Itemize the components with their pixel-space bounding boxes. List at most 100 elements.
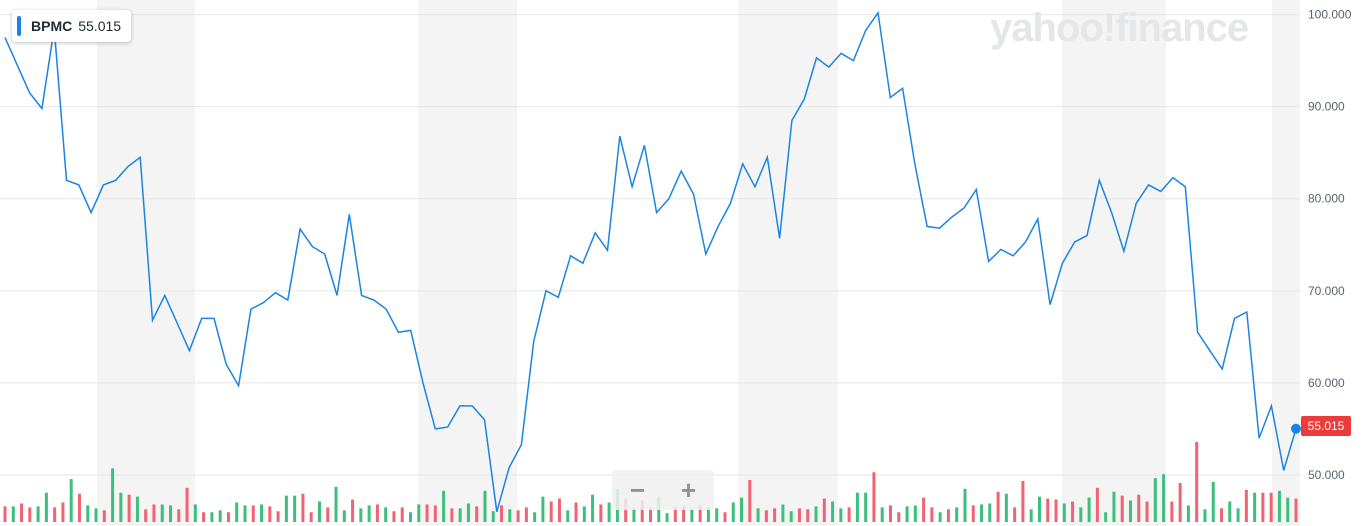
time-band-4	[1272, 0, 1300, 526]
volume-bar	[1228, 501, 1232, 522]
volume-bar	[831, 501, 835, 522]
volume-bar	[69, 479, 73, 522]
time-band-2	[738, 0, 838, 526]
volume-bar	[500, 505, 504, 522]
volume-bar	[1120, 495, 1124, 522]
volume-bar	[1145, 501, 1149, 522]
volume-bar	[599, 504, 603, 522]
volume-bar	[839, 508, 843, 522]
last-price-tag: 55.015	[1301, 416, 1351, 436]
volume-bar	[177, 509, 181, 522]
volume-bar	[334, 486, 338, 522]
volume-bar	[905, 506, 909, 522]
volume-bar	[260, 504, 264, 522]
volume-bar	[1071, 501, 1075, 522]
ticker-value: 55.015	[78, 18, 122, 34]
volume-bar	[938, 512, 942, 522]
y-tick-label: 100.000	[1308, 8, 1352, 22]
volume-bar	[649, 507, 652, 522]
volume-bar	[1170, 501, 1174, 522]
volume-bar	[1269, 492, 1273, 522]
last-price-dot	[1291, 423, 1301, 434]
volume-bar	[1153, 478, 1157, 522]
volume-bar	[301, 493, 305, 522]
volume-bar	[61, 502, 65, 522]
volume-bar	[243, 505, 247, 522]
volume-bar	[806, 509, 810, 522]
volume-bar	[111, 468, 115, 522]
volume-bar	[963, 488, 967, 522]
volume-bar	[425, 504, 429, 522]
volume-bar	[483, 490, 487, 522]
y-tick-label: 80.000	[1308, 192, 1345, 206]
volume-bar	[458, 508, 462, 522]
volume-bar	[913, 505, 917, 522]
volume-bar	[814, 506, 818, 522]
volume-bar	[1037, 496, 1041, 522]
volume-bar	[77, 493, 81, 522]
volume-bar	[847, 507, 851, 522]
zoom-out-button[interactable]: −	[629, 474, 646, 505]
volume-bar	[218, 510, 222, 522]
zoom-in-button[interactable]: +	[680, 474, 697, 505]
volume-bar	[160, 504, 164, 522]
volume-bar	[127, 494, 131, 522]
volume-bar	[309, 512, 313, 522]
volume-bar	[1046, 498, 1050, 522]
volume-bar	[1294, 498, 1298, 522]
y-tick-label: 60.000	[1308, 376, 1345, 390]
volume-bar	[1220, 508, 1224, 522]
volume-bar	[11, 506, 15, 522]
volume-bar	[1013, 507, 1017, 522]
volume-bar	[706, 507, 710, 522]
volume-bar	[632, 508, 636, 522]
volume-bar	[1095, 487, 1099, 522]
volume-bar	[1128, 500, 1132, 522]
volume-bar	[375, 504, 379, 522]
volume-bar	[1162, 474, 1166, 522]
volume-bar	[1079, 507, 1083, 522]
volume-bar	[94, 508, 98, 522]
volume-bar	[144, 509, 148, 522]
time-band-3	[1062, 0, 1166, 526]
volume-bar	[53, 507, 57, 522]
volume-bar	[20, 503, 24, 522]
volume-bar	[1203, 509, 1207, 522]
volume-bar	[607, 502, 611, 522]
time-bands	[97, 0, 1300, 526]
volume-bar	[698, 505, 702, 522]
volume-bar	[1112, 491, 1116, 522]
y-tick-label: 50.000	[1308, 468, 1345, 482]
volume-bar	[955, 507, 959, 522]
volume-bar	[756, 508, 760, 522]
volume-bar	[566, 510, 570, 522]
volume-bar	[169, 505, 173, 522]
time-band-1	[418, 0, 517, 526]
volume-bar	[516, 510, 520, 522]
volume-bar	[367, 505, 371, 522]
volume-bar	[524, 507, 528, 522]
volume-bar	[185, 487, 189, 522]
volume-bar	[1211, 482, 1215, 522]
y-axis-labels: 100.000 90.000 80.000 70.000 60.000 50.000	[1308, 8, 1352, 482]
volume-bar	[326, 507, 330, 522]
volume-bar	[673, 506, 677, 522]
volume-bar	[541, 496, 545, 522]
volume-bar	[442, 490, 446, 522]
volume-bar	[946, 509, 950, 522]
volume-bar	[665, 513, 669, 522]
volume-bar	[897, 512, 901, 522]
volume-bar	[922, 497, 926, 522]
volume-bar	[640, 500, 644, 522]
volume-bar	[624, 498, 628, 522]
volume-bar	[28, 507, 32, 522]
volume-bar	[210, 512, 214, 522]
ticker-badge[interactable]: BPMC 55.015	[12, 10, 132, 42]
zoom-controls: − +	[612, 470, 714, 510]
volume-bars	[3, 442, 1298, 522]
volume-bar	[764, 510, 768, 522]
volume-bar	[1137, 494, 1141, 522]
volume-bar	[781, 504, 785, 522]
volume-bar	[872, 472, 876, 522]
